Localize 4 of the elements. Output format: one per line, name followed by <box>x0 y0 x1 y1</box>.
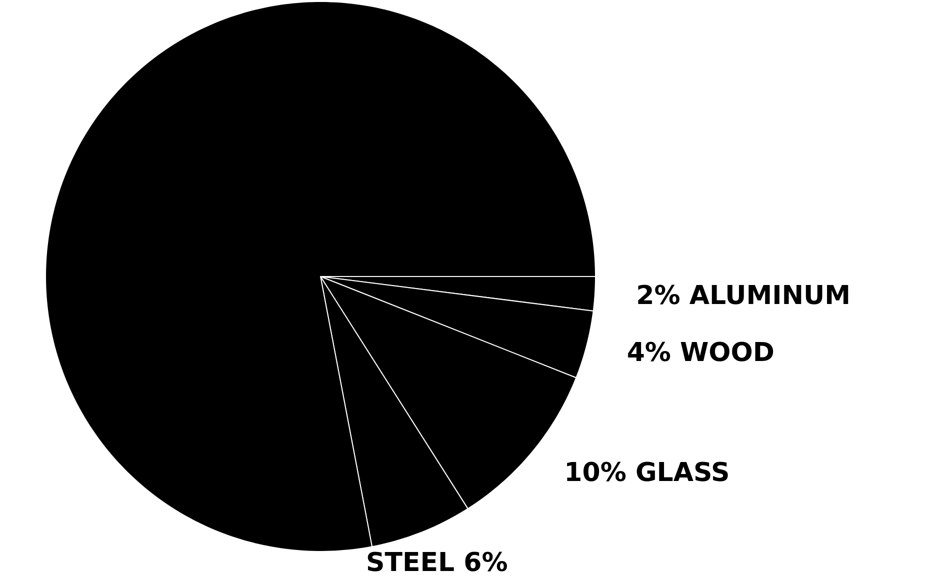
slice-label: 10% GLASS <box>564 458 730 488</box>
slice-label: STEEL 6% <box>366 548 508 578</box>
slice-label: 2% ALUMINUM <box>636 280 850 311</box>
slice-label: 4% WOOD <box>626 338 774 368</box>
